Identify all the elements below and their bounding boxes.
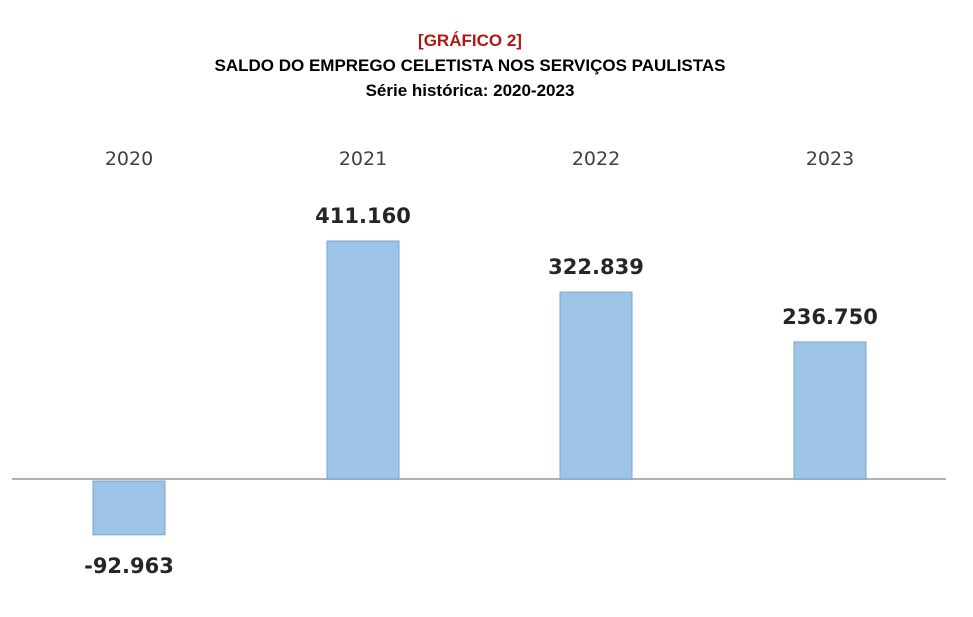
chart-header: [GRÁFICO 2] SALDO DO EMPREGO CELETISTA N… [0,28,940,103]
bars-group [92,240,867,536]
bar-2023 [793,341,867,480]
chart-subtitle: Série histórica: 2020-2023 [365,81,575,100]
bar-2021 [326,240,400,480]
chart-number-label: [GRÁFICO 2] [418,31,522,50]
bar-2020 [92,480,166,536]
chart-title: SALDO DO EMPREGO CELETISTA NOS SERVIÇOS … [214,56,726,75]
value-label-2021: 411.160 [315,204,411,228]
category-label-2020: 2020 [105,148,153,170]
value-label-2022: 322.839 [548,255,644,279]
value-label-2023: 236.750 [782,305,878,329]
category-label-2022: 2022 [572,148,620,170]
category-label-2023: 2023 [806,148,854,170]
bar-2022 [559,291,633,480]
value-labels-group: -92.963 411.160 322.839 236.750 [84,204,878,578]
value-label-2020: -92.963 [84,554,174,578]
category-labels-group: 2020 2021 2022 2023 [105,148,854,170]
category-label-2021: 2021 [339,148,387,170]
